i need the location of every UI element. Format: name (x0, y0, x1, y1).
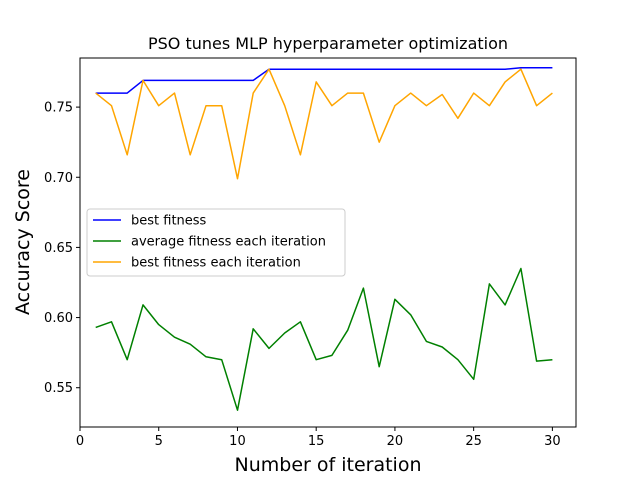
series-line-0 (95, 67, 553, 94)
series-layer (95, 67, 553, 411)
y-axis: 0.55 0.60 0.65 0.70 0.75 (44, 101, 80, 396)
x-tick-label: 10 (229, 434, 246, 449)
plot-frame (79, 57, 577, 428)
y-tick-label: 0.65 (44, 241, 73, 256)
legend: best fitness average fitness each iterati… (86, 208, 346, 277)
series-line-1 (95, 267, 553, 411)
y-tick-label: 0.55 (44, 381, 73, 396)
legend-label-2: best fitness each iteration (131, 256, 301, 271)
x-tick-label: 25 (465, 434, 482, 449)
legend-box (86, 208, 346, 277)
x-tick-label: 30 (544, 434, 561, 449)
series-line-2 (95, 68, 553, 180)
x-tick-label: 20 (387, 434, 404, 449)
y-axis-label: Accuracy Score (12, 169, 34, 315)
legend-label-0: best fitness (131, 214, 207, 229)
x-tick-label: 5 (155, 434, 163, 449)
y-tick-label: 0.70 (44, 171, 73, 186)
x-tick-label: 15 (308, 434, 325, 449)
y-tick-label: 0.75 (44, 101, 73, 116)
x-tick-label: 0 (76, 434, 84, 449)
y-tick-label: 0.60 (44, 311, 73, 326)
legend-label-1: average fitness each iteration (131, 235, 326, 250)
x-axis-label: Number of iteration (235, 454, 422, 476)
chart-title: PSO tunes MLP hyperparameter optimizatio… (148, 34, 508, 53)
x-axis: 0 5 10 15 20 25 30 (76, 427, 561, 449)
